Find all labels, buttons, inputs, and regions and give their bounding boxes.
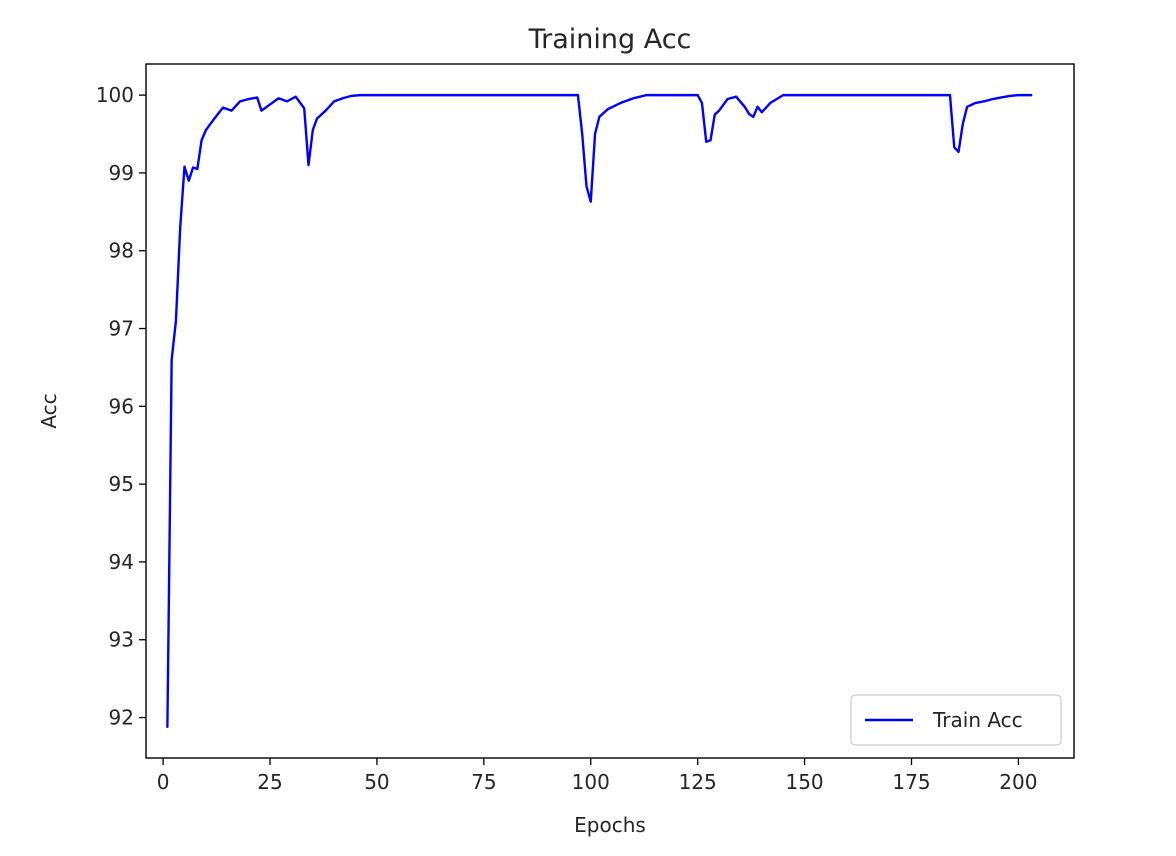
y-tick-label: 94 bbox=[109, 550, 134, 574]
x-tick-label: 125 bbox=[679, 770, 717, 794]
x-tick-label: 175 bbox=[892, 770, 930, 794]
y-tick-label: 93 bbox=[109, 628, 134, 652]
y-tick-label: 97 bbox=[109, 317, 134, 341]
x-axis-label: Epochs bbox=[574, 813, 646, 837]
chart-title: Training Acc bbox=[528, 24, 692, 55]
series-line-train-acc bbox=[166, 93, 1033, 729]
y-axis-label: Acc bbox=[37, 393, 61, 428]
y-tick-label: 92 bbox=[109, 706, 134, 730]
y-tick-label: 99 bbox=[109, 161, 134, 185]
legend: Train Acc bbox=[850, 694, 1062, 746]
x-tick-label: 200 bbox=[999, 770, 1037, 794]
y-tick-label: 98 bbox=[109, 239, 134, 263]
legend-box bbox=[850, 694, 1062, 746]
y-tick-label: 96 bbox=[109, 394, 134, 418]
plot-background bbox=[146, 64, 1074, 758]
plot-frame bbox=[145, 63, 1075, 759]
y-tick-label: 100 bbox=[96, 83, 134, 107]
x-tick-label: 75 bbox=[471, 770, 496, 794]
x-tick-label: 100 bbox=[572, 770, 610, 794]
legend-label-train-acc: Train Acc bbox=[932, 708, 1023, 732]
plot-area bbox=[146, 64, 1074, 758]
y-axis: 92 93 94 95 96 97 98 99 100 bbox=[96, 83, 146, 730]
x-tick-label: 50 bbox=[364, 770, 389, 794]
x-tick-label: 0 bbox=[157, 770, 170, 794]
series-layer bbox=[166, 93, 1033, 729]
x-tick-label: 150 bbox=[785, 770, 823, 794]
y-tick-label: 95 bbox=[109, 472, 134, 496]
x-tick-label: 25 bbox=[257, 770, 282, 794]
x-axis: 0 25 50 75 100 125 150 175 200 bbox=[157, 758, 1037, 794]
